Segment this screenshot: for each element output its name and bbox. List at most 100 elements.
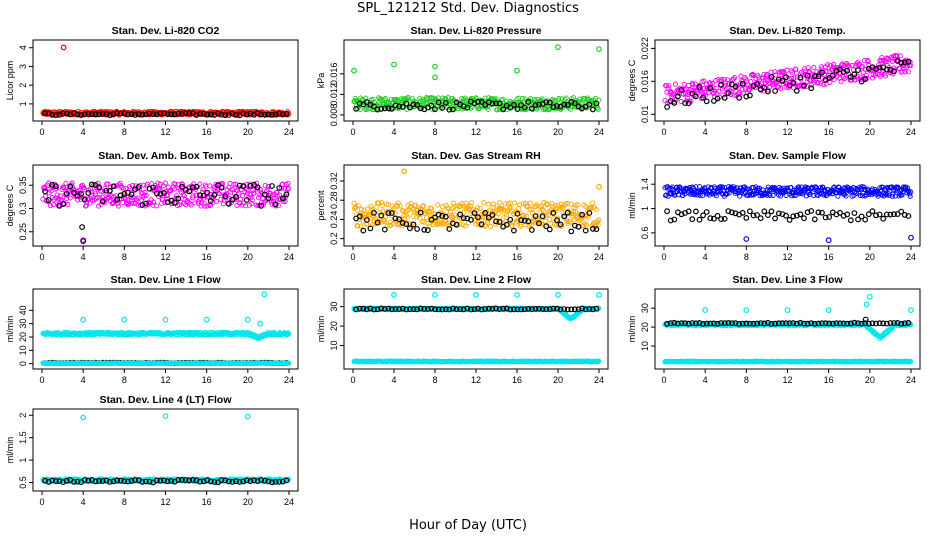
- data-point: [672, 81, 679, 87]
- plot-frame: [343, 288, 609, 370]
- data-point: [701, 78, 707, 84]
- data-point: [475, 98, 481, 105]
- data-point: [250, 187, 256, 194]
- data-point: [707, 85, 714, 92]
- data-point: [511, 200, 518, 206]
- x-tick-label: 20: [553, 252, 563, 262]
- y-axis-label: ml/min: [5, 316, 15, 343]
- data-point: [197, 111, 203, 117]
- data-point: [387, 219, 393, 225]
- data-point: [881, 58, 887, 64]
- x-tick-label: 0: [661, 127, 666, 137]
- data-point: [240, 183, 247, 190]
- panel-title: Stan. Dev. Sample Flow: [729, 150, 847, 162]
- data-point: [388, 222, 394, 228]
- data-point: [142, 111, 149, 118]
- data-point: [279, 195, 286, 202]
- outlier-point: [351, 67, 357, 74]
- data-point: [684, 95, 690, 101]
- x-tick-label: 24: [284, 252, 294, 262]
- data-point: [881, 68, 887, 74]
- data-point: [821, 81, 827, 87]
- x-tick-label: 20: [243, 127, 253, 137]
- series-black: [42, 110, 290, 119]
- data-point: [693, 208, 699, 215]
- x-tick-label: 20: [865, 252, 875, 262]
- y-tick-label: 40: [18, 305, 28, 315]
- data-point: [516, 95, 522, 101]
- x-tick-label: 12: [160, 252, 170, 262]
- data-point: [379, 200, 385, 206]
- data-point: [811, 65, 817, 71]
- data-point: [403, 100, 410, 107]
- data-point: [204, 189, 211, 196]
- data-point: [391, 205, 397, 211]
- data-point: [265, 184, 271, 190]
- data-point: [761, 72, 767, 78]
- data-point: [265, 186, 271, 192]
- x-tick-label: 0: [350, 252, 355, 262]
- data-point: [371, 103, 377, 110]
- data-point: [696, 216, 703, 223]
- x-tick-label: 4: [703, 252, 708, 262]
- x-tick-label: 0: [39, 127, 44, 137]
- data-point: [217, 191, 223, 197]
- data-point: [368, 203, 374, 209]
- data-point: [481, 200, 487, 206]
- data-point: [818, 80, 824, 86]
- data-point: [261, 191, 268, 198]
- data-point: [561, 101, 568, 108]
- data-point: [424, 215, 430, 221]
- y-tick-label: 20: [329, 321, 339, 331]
- data-point: [747, 208, 753, 215]
- data-point: [128, 195, 134, 201]
- x-tick-label: 16: [824, 127, 834, 137]
- data-point: [414, 226, 421, 232]
- data-point: [168, 111, 175, 118]
- data-point: [50, 202, 57, 208]
- data-point: [435, 99, 442, 106]
- data-point: [800, 84, 806, 90]
- data-point: [110, 111, 117, 117]
- data-point: [754, 81, 760, 88]
- data-point: [777, 85, 784, 92]
- data-point: [801, 82, 807, 89]
- data-point: [883, 66, 890, 73]
- data-point: [60, 201, 66, 208]
- data-point: [61, 185, 67, 191]
- x-tick-label: 24: [594, 252, 604, 262]
- data-point: [128, 111, 135, 118]
- y-axis-label: ml/min: [627, 192, 637, 219]
- data-point: [374, 106, 381, 113]
- data-point: [360, 227, 367, 234]
- y-tick-label: 0.35: [18, 177, 28, 195]
- outlier-point: [825, 237, 832, 244]
- data-point: [519, 95, 526, 102]
- data-point: [721, 94, 728, 101]
- data-point: [54, 192, 60, 198]
- data-point: [110, 199, 116, 205]
- data-point: [582, 227, 589, 234]
- data-point: [126, 200, 132, 206]
- data-point: [254, 184, 261, 191]
- data-point: [681, 81, 687, 87]
- data-point: [675, 93, 681, 100]
- data-point: [682, 100, 688, 106]
- data-point: [285, 180, 291, 186]
- outlier-point: [257, 320, 264, 327]
- data-point: [780, 81, 786, 87]
- x-tick-label: 4: [391, 252, 396, 262]
- data-point: [132, 112, 139, 118]
- series-magenta: [40, 180, 292, 244]
- data-point: [240, 110, 247, 117]
- data-point: [417, 105, 424, 112]
- x-tick-label: 24: [906, 127, 916, 137]
- data-point: [511, 101, 517, 108]
- data-point: [42, 193, 49, 199]
- data-point: [88, 189, 94, 195]
- data-point: [790, 79, 797, 86]
- data-point: [88, 111, 95, 118]
- data-point: [143, 193, 149, 199]
